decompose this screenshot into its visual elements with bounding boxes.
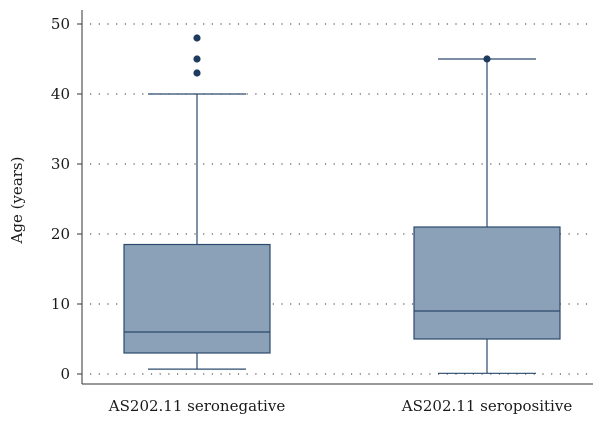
y-tick-label: 0 (60, 365, 70, 383)
outlier-point (483, 55, 491, 63)
y-tick-label: 30 (51, 155, 70, 173)
x-category-label: AS202.11 seronegative (108, 397, 286, 415)
boxes-layer (123, 34, 561, 374)
outlier-point (193, 34, 201, 42)
y-axis-title: Age (years) (8, 157, 26, 245)
x-category-labels: AS202.11 seronegative AS202.11 seropositi… (108, 397, 573, 415)
axis-layer (81, 10, 593, 385)
iqr-box (413, 226, 561, 340)
box-group (123, 34, 271, 370)
iqr-box (123, 243, 271, 354)
y-ticks: 0 10 20 30 40 50 (51, 15, 82, 383)
outlier-point (193, 69, 201, 77)
y-tick-label: 10 (51, 295, 70, 313)
y-tick-label: 50 (51, 15, 70, 33)
y-tick-label: 40 (51, 85, 70, 103)
y-tick-label: 20 (51, 225, 70, 243)
outlier-point (193, 55, 201, 63)
box-group (413, 55, 561, 374)
x-category-label: AS202.11 seropositive (401, 397, 573, 415)
